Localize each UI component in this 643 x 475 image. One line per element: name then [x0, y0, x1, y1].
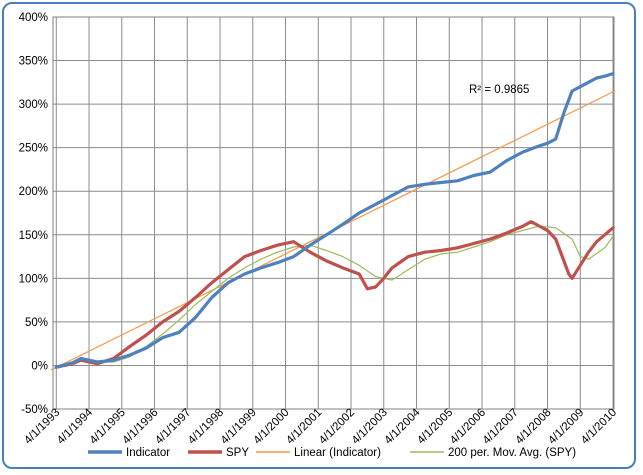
chart-frame	[2, 2, 636, 469]
plot-area	[52, 16, 615, 410]
y-tick-label: 200%	[19, 186, 48, 198]
series-layer	[50, 71, 616, 371]
x-axis-ticks: 4/1/19934/1/19944/1/19954/1/19964/1/1997…	[22, 406, 619, 447]
legend-label: Linear (Indicator)	[294, 447, 381, 459]
series-line-spy	[54, 220, 615, 369]
y-tick-label: 150%	[19, 230, 48, 242]
legend-label: 200 per. Mov. Avg. (SPY)	[448, 447, 576, 459]
y-tick-label: 400%	[19, 12, 48, 24]
y-tick-label: -50%	[21, 404, 48, 416]
legend: Indicator SPY Linear (Indicator) 200 per. M…	[88, 447, 576, 459]
y-tick-label: 100%	[19, 273, 48, 285]
legend-label: Indicator	[126, 447, 170, 459]
y-tick-label: 0%	[31, 360, 48, 372]
series-line-200-per-mov-avg-spy	[80, 225, 614, 363]
y-tick-label: 300%	[19, 99, 48, 111]
y-tick-label: 250%	[19, 143, 48, 155]
legend-label: SPY	[226, 447, 249, 459]
y-axis-ticks: -50% 0% 50% 100% 150% 200% 250% 300% 350% 400%	[19, 12, 48, 416]
x-tick-label: 4/1/2010	[579, 407, 619, 447]
series-line-indicator	[54, 71, 615, 369]
y-tick-label: 350%	[19, 56, 48, 68]
y-tick-label: 50%	[25, 317, 48, 329]
r-squared-annotation: R² = 0.9865	[469, 84, 529, 96]
